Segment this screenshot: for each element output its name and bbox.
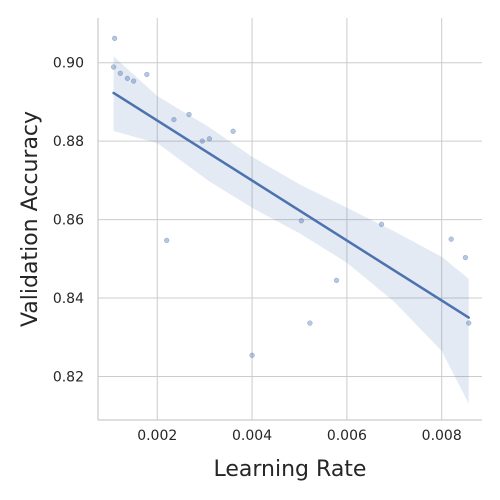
- y-tick-label: 0.82: [53, 369, 84, 385]
- scatter-point: [333, 277, 340, 284]
- y-tick-label: 0.84: [53, 291, 84, 307]
- scatter-point: [110, 64, 117, 70]
- scatter-point: [186, 111, 192, 118]
- scatter-point: [378, 221, 385, 227]
- y-axis-title: Validation Accuracy: [18, 111, 43, 327]
- scatter-point: [171, 116, 177, 123]
- grid: [98, 18, 482, 420]
- scatter-point: [130, 78, 137, 84]
- scatter-point: [298, 218, 305, 224]
- scatter-point: [462, 254, 469, 261]
- scatter-point: [164, 237, 170, 244]
- scatter-point: [199, 138, 205, 144]
- scatter-point: [117, 70, 123, 76]
- scatter-point: [307, 320, 313, 326]
- scatter-point: [466, 320, 472, 326]
- regression-line: [112, 91, 470, 319]
- scatter-point: [111, 35, 118, 42]
- tick-labels: 0.002 0.004 0.006 0.008 0.82 0.84 0.86 0.88 0.90: [53, 56, 462, 444]
- regression-line-layer: [112, 91, 470, 319]
- x-tick-label: 0.004: [232, 428, 272, 444]
- scatter-point: [144, 71, 150, 78]
- axes-spines: [97, 18, 482, 421]
- scatter-point: [249, 352, 255, 358]
- scatter-points: [110, 35, 472, 358]
- y-tick-label: 0.90: [53, 56, 84, 72]
- scatter-point: [230, 128, 236, 134]
- x-tick-label: 0.006: [327, 428, 367, 444]
- scatter-point: [448, 236, 454, 242]
- scatter-point: [124, 75, 131, 82]
- scatter-point: [206, 136, 213, 142]
- y-tick-label: 0.88: [53, 134, 84, 150]
- confidence-band-layer: [113, 56, 469, 404]
- x-axis-title: Learning Rate: [214, 457, 367, 482]
- confidence-band: [113, 56, 469, 404]
- y-tick-label: 0.86: [53, 213, 84, 229]
- x-tick-label: 0.008: [422, 428, 462, 444]
- x-tick-label: 0.002: [137, 428, 177, 444]
